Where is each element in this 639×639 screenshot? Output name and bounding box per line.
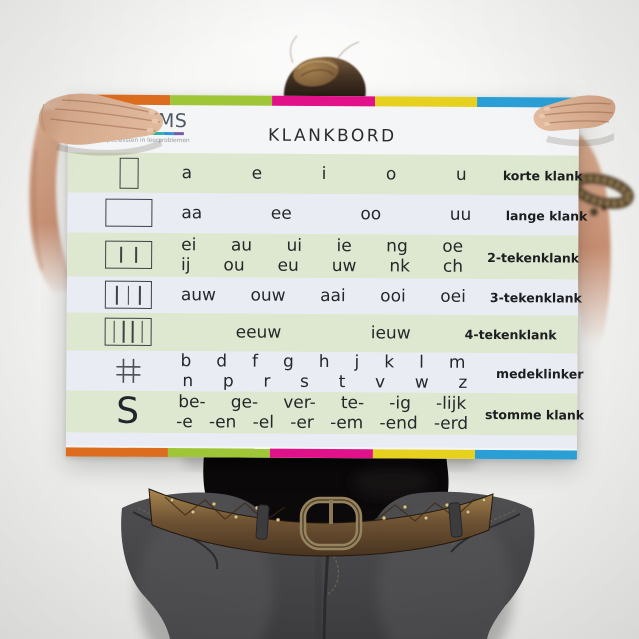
row-medeklinker: b d f g h j k l m n p r s t v w <box>66 350 583 394</box>
left-arm <box>29 110 76 293</box>
lower-body <box>121 454 535 639</box>
head-hair-bun <box>283 35 366 98</box>
hash-grid-icon <box>66 355 175 386</box>
belt <box>148 488 494 557</box>
klankbord-poster: BRAAMS specialisten in leerproblemen KLA… <box>65 94 587 460</box>
right-hand <box>533 95 616 147</box>
left-hand <box>38 93 163 156</box>
